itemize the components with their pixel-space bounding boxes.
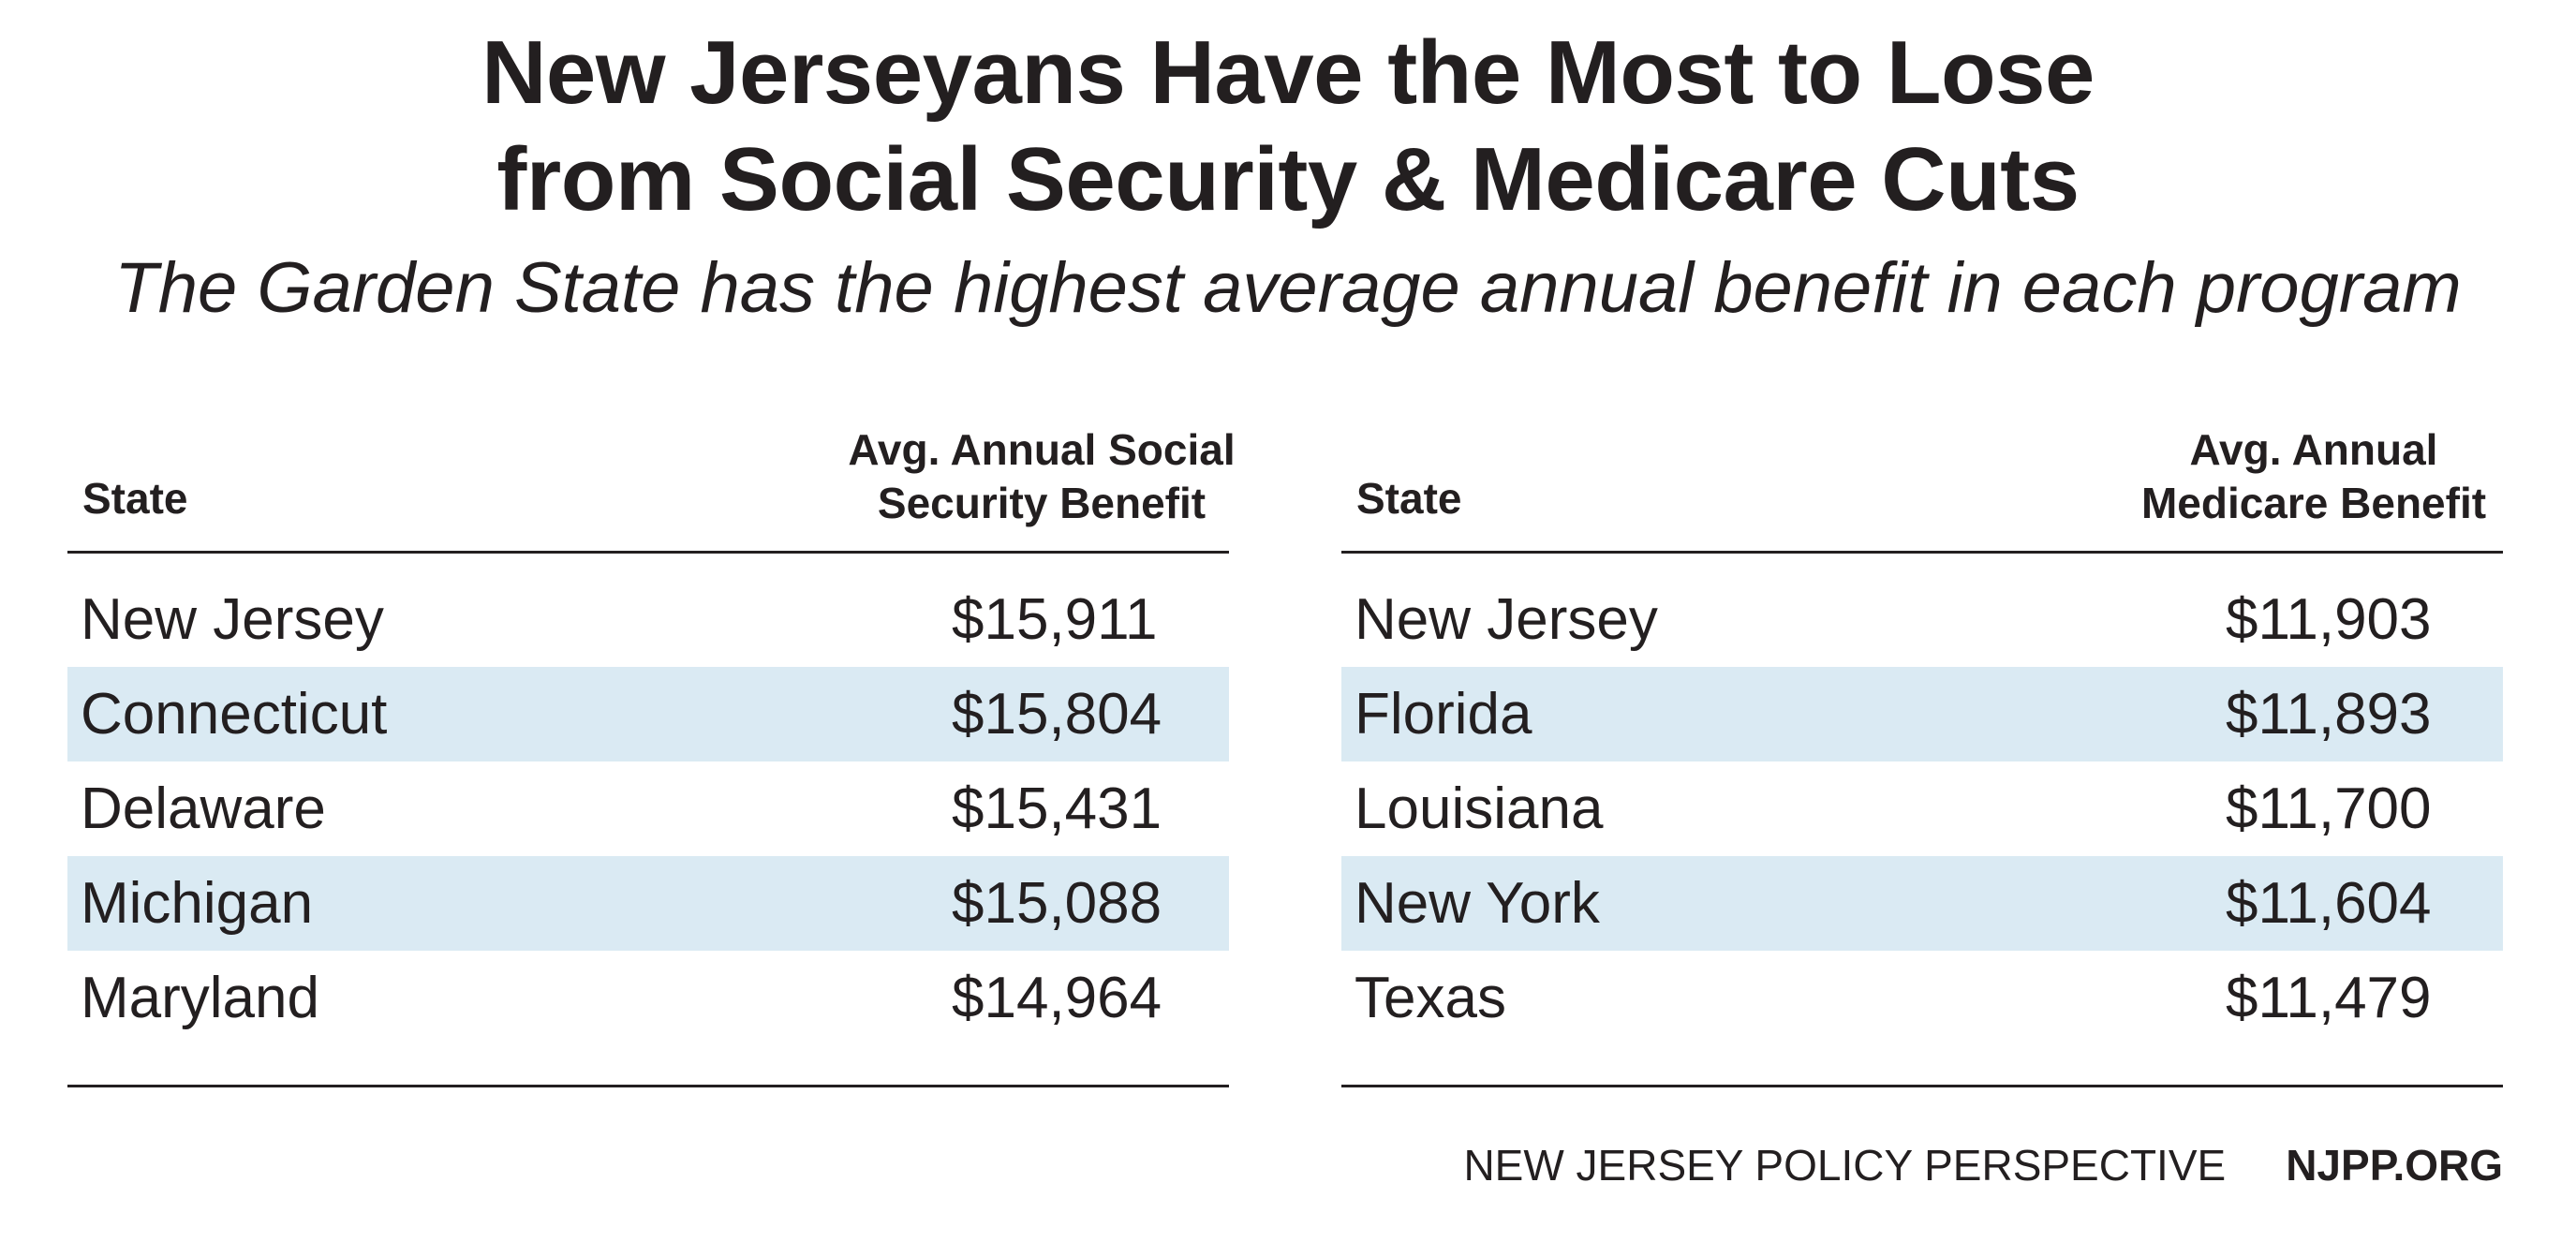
column-header-benefit-line-2: Medicare Benefit (2140, 479, 2487, 527)
benefit-cell: $11,893 (2226, 682, 2432, 747)
column-header-state: State (1356, 474, 1462, 523)
benefit-cell: $11,903 (2226, 587, 2432, 652)
footer-website: NJPP.ORG (2286, 1141, 2503, 1190)
table-row: Texas $11,479 (1341, 951, 2503, 1045)
benefit-cell: $15,431 (952, 776, 1162, 841)
footer: NEW JERSEY POLICY PERSPECTIVE NJPP.ORG (1463, 1139, 2503, 1191)
state-cell: Maryland (81, 966, 319, 1030)
table-row: Delaware $15,431 (67, 761, 1229, 856)
benefit-cell: $15,911 (952, 587, 1158, 652)
table-bottom-rule (1341, 1085, 2503, 1087)
state-cell: Delaware (81, 776, 326, 841)
benefit-cell: $15,088 (952, 871, 1162, 936)
state-cell: Louisiana (1355, 776, 1604, 841)
state-cell: Texas (1355, 966, 1506, 1030)
table-body: New Jersey $15,911 Connecticut $15,804 D… (67, 572, 1229, 1045)
state-cell: Connecticut (81, 682, 388, 747)
medicare-table: State Avg. Annual Medicare Benefit New J… (1341, 403, 2503, 1045)
table-row: Maryland $14,964 (67, 951, 1229, 1045)
column-header-benefit-line-1: Avg. Annual (2189, 425, 2438, 474)
table-row: Connecticut $15,804 (67, 667, 1229, 761)
footer-org-name: NEW JERSEY POLICY PERSPECTIVE (1463, 1141, 2227, 1190)
table-row: New Jersey $11,903 (1341, 572, 2503, 667)
column-header-state: State (82, 474, 188, 523)
state-cell: New York (1355, 871, 1600, 936)
page-title-line-2: from Social Security & Medicare Cuts (496, 129, 2080, 229)
table-row: Florida $11,893 (1341, 667, 2503, 761)
page-title-line-1: New Jerseyans Have the Most to Lose (481, 22, 2095, 123)
state-cell: Michigan (81, 871, 314, 936)
table-header: State Avg. Annual Social Security Benefi… (67, 403, 1236, 554)
table-row: New York $11,604 (1341, 856, 2503, 951)
benefit-cell: $11,700 (2226, 776, 2432, 841)
benefit-cell: $14,964 (952, 966, 1162, 1030)
state-cell: Florida (1355, 682, 1532, 747)
state-cell: New Jersey (1355, 587, 1658, 652)
table-body: New Jersey $11,903 Florida $11,893 Louis… (1341, 572, 2503, 1045)
table-row: Michigan $15,088 (67, 856, 1229, 951)
column-header-benefit: Avg. Annual Social Security Benefit (817, 423, 1266, 530)
table-bottom-rule (67, 1085, 1229, 1087)
benefit-cell: $11,604 (2226, 871, 2432, 936)
column-header-benefit: Avg. Annual Medicare Benefit (2117, 423, 2510, 530)
column-header-benefit-line-2: Security Benefit (877, 479, 1207, 527)
page-subtitle: The Garden State has the highest average… (114, 248, 2462, 328)
table-row: Louisiana $11,700 (1341, 761, 2503, 856)
column-header-benefit-line-1: Avg. Annual Social (848, 425, 1236, 474)
table-row: New Jersey $15,911 (67, 572, 1229, 667)
social-security-table: State Avg. Annual Social Security Benefi… (67, 403, 1236, 1045)
state-cell: New Jersey (81, 587, 384, 652)
table-header: State Avg. Annual Medicare Benefit (1341, 403, 2503, 554)
benefit-cell: $15,804 (952, 682, 1162, 747)
benefit-cell: $11,479 (2226, 966, 2432, 1030)
